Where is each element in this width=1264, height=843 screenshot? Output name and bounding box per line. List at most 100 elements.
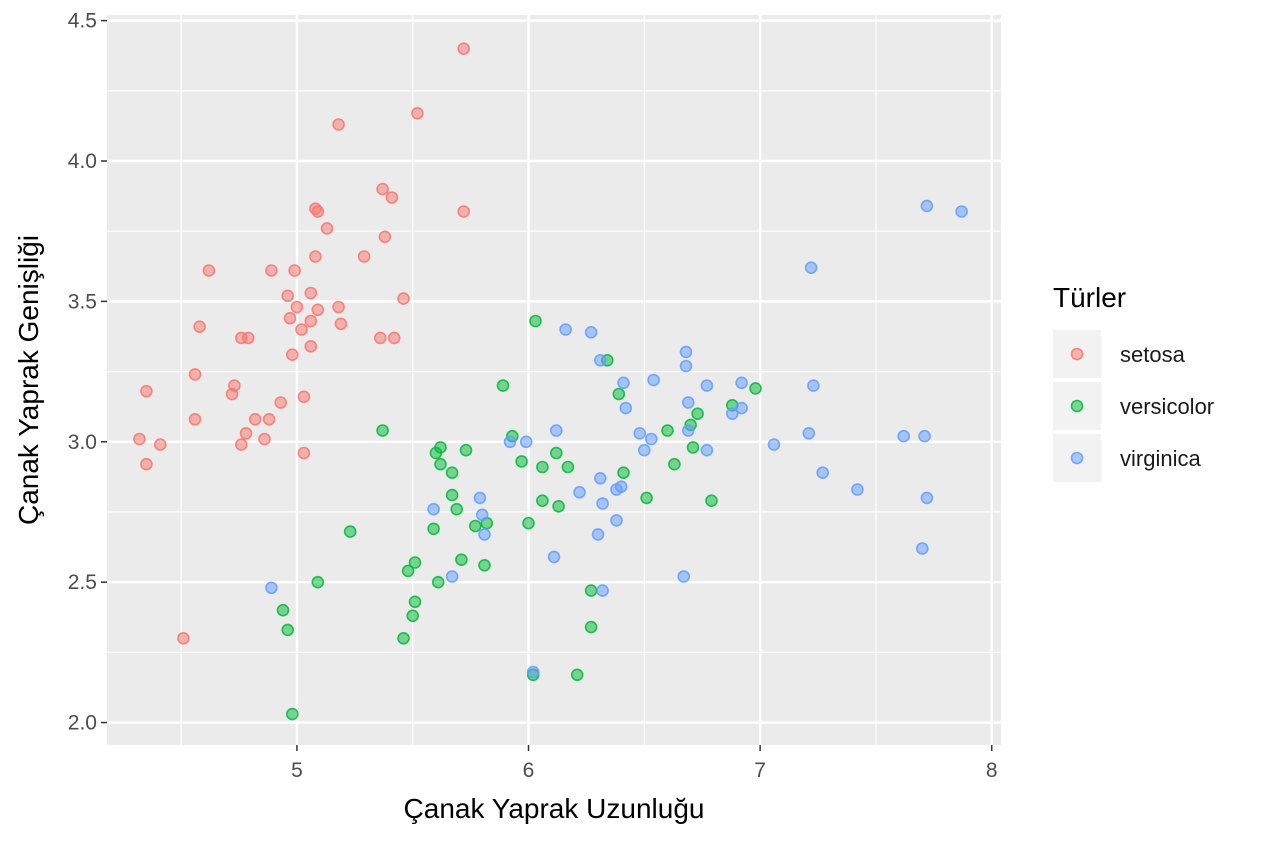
point-setosa — [285, 348, 299, 362]
point-setosa — [140, 384, 153, 398]
point-setosa — [288, 264, 301, 277]
x-axis-title: Çanak Yaprak Uzunluğu — [404, 793, 705, 824]
point-virginica — [851, 483, 864, 496]
legend-key-symbol-setosa — [1070, 347, 1084, 361]
point-versicolor — [406, 609, 420, 623]
point-setosa — [133, 432, 146, 446]
point-setosa — [248, 412, 262, 426]
legend-key-symbol-versicolor — [1070, 399, 1084, 413]
point-versicolor — [705, 494, 718, 508]
point-setosa — [320, 222, 334, 235]
point-versicolor — [691, 407, 704, 421]
point-setosa — [304, 339, 318, 353]
point-setosa — [274, 396, 288, 409]
point-setosa — [202, 264, 216, 277]
point-virginica — [700, 379, 714, 392]
y-tick-label: 4.0 — [68, 150, 97, 173]
point-virginica — [265, 581, 278, 595]
point-virginica — [559, 323, 572, 336]
point-setosa — [290, 300, 304, 314]
point-virginica — [681, 396, 695, 409]
point-virginica — [955, 205, 968, 218]
x-axis-ticks: 5 6 7 8 — [291, 745, 998, 782]
point-virginica — [647, 373, 660, 387]
point-setosa — [242, 331, 255, 345]
point-setosa — [193, 320, 206, 334]
plot-panel — [107, 15, 1001, 745]
point-versicolor — [478, 558, 491, 572]
point-setosa — [304, 286, 318, 300]
point-versicolor — [397, 631, 410, 645]
point-virginica — [445, 570, 459, 583]
point-virginica — [897, 429, 911, 443]
point-virginica — [735, 401, 748, 415]
point-virginica — [610, 514, 623, 527]
point-versicolor — [401, 564, 415, 578]
point-virginica — [503, 435, 517, 449]
point-virginica — [816, 466, 830, 480]
point-virginica — [637, 443, 651, 457]
point-setosa — [188, 368, 202, 381]
point-versicolor — [427, 522, 440, 536]
point-versicolor — [536, 460, 549, 474]
point-setosa — [332, 118, 345, 131]
point-setosa — [239, 426, 253, 440]
point-versicolor — [276, 603, 290, 617]
point-setosa — [262, 412, 276, 426]
y-axis-title: Çanak Yaprak Genişliği — [13, 235, 44, 525]
point-virginica — [807, 379, 820, 392]
point-setosa — [387, 331, 401, 345]
y-tick-label: 2.5 — [68, 571, 97, 594]
point-setosa — [385, 191, 399, 204]
legend-title: Türler — [1053, 282, 1126, 313]
point-virginica — [679, 345, 693, 359]
y-tick-label: 3.5 — [68, 290, 97, 313]
point-setosa — [397, 292, 410, 305]
point-virginica — [526, 665, 540, 679]
point-virginica — [644, 432, 658, 446]
legend-key-symbol-virginica — [1070, 451, 1084, 465]
point-virginica — [573, 485, 586, 499]
point-virginica — [549, 424, 563, 437]
point-virginica — [473, 491, 487, 505]
point-setosa — [295, 323, 308, 336]
minor-gridlines — [107, 15, 1001, 745]
point-versicolor — [529, 314, 542, 328]
point-virginica — [804, 261, 818, 275]
point-setosa — [378, 230, 392, 244]
point-setosa — [281, 289, 295, 303]
point-setosa — [304, 314, 318, 328]
point-setosa — [332, 300, 345, 314]
y-tick-label: 3.0 — [68, 431, 97, 454]
point-virginica — [677, 570, 691, 583]
point-virginica — [725, 407, 739, 421]
x-tick-label: 7 — [754, 759, 766, 782]
point-versicolor — [343, 525, 357, 538]
y-tick-label: 2.0 — [68, 712, 97, 735]
point-versicolor — [552, 499, 565, 513]
point-virginica — [596, 584, 609, 597]
point-versicolor — [445, 488, 459, 502]
point-versicolor — [584, 584, 598, 597]
point-virginica — [617, 376, 630, 390]
point-virginica — [614, 480, 628, 494]
x-tick-label: 8 — [986, 759, 998, 782]
point-setosa — [297, 446, 311, 460]
point-versicolor — [612, 387, 626, 401]
point-versicolor — [459, 443, 473, 457]
point-virginica — [679, 359, 693, 373]
point-versicolor — [522, 516, 535, 530]
point-setosa — [188, 412, 202, 426]
point-setosa — [258, 432, 271, 446]
point-virginica — [478, 528, 491, 541]
point-versicolor — [661, 424, 674, 437]
point-setosa — [297, 390, 311, 404]
data-points — [133, 42, 968, 721]
point-versicolor — [311, 575, 325, 589]
point-setosa — [411, 107, 424, 120]
point-versicolor — [455, 553, 468, 567]
point-versicolor — [640, 491, 653, 505]
point-setosa — [225, 387, 239, 401]
legend-label-virginica: virginica — [1120, 446, 1201, 471]
